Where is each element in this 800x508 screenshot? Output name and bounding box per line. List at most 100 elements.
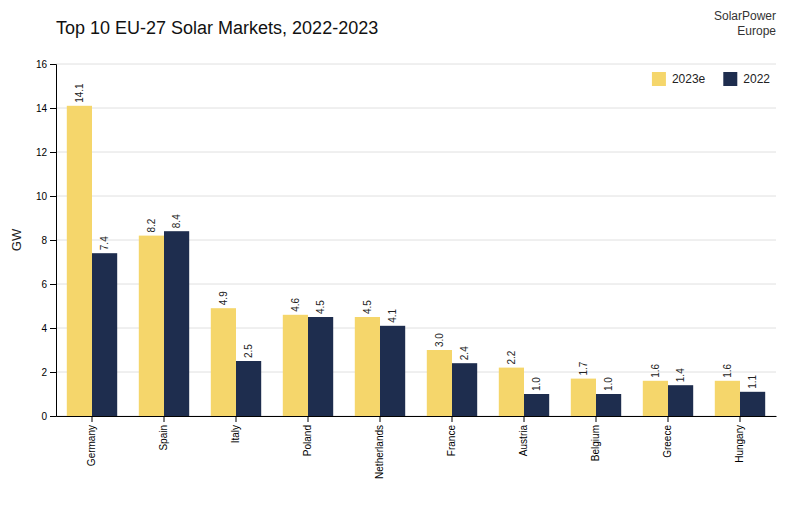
bar [355,317,380,416]
data-label: 1.0 [531,377,542,391]
tick: 0 [41,411,56,422]
bar [596,394,621,416]
legend-swatch [652,72,666,86]
bar [715,381,740,416]
grid-line [56,196,776,197]
tick-label: Netherlands [374,425,385,479]
tick-label: Germany [86,425,97,466]
legend-item: 2023e [652,72,706,86]
tick-mark [308,416,309,422]
data-label: 2.4 [459,346,470,360]
tick-mark [50,284,56,285]
bar [380,326,405,416]
tick-mark [50,196,56,197]
data-label: 8.4 [171,214,182,228]
bars [67,106,765,416]
grid-line [56,108,776,109]
tick: 2 [41,367,56,378]
tick-mark [50,240,56,241]
annotation: SolarPowerEurope [714,9,776,38]
tick-label: Poland [302,425,313,456]
tick-label: 12 [36,147,48,158]
tick: Spain [158,416,169,451]
x-axis: Germany Spain Italy Poland Netherlands France… [57,416,777,479]
tick-label: 8 [41,235,47,246]
tick: 8 [41,235,56,246]
data-label: 4.6 [290,297,301,311]
title: Top 10 EU-27 Solar Markets, 2022-2023 [56,18,378,38]
bar [67,106,92,416]
legend-item: 2022 [723,72,770,86]
tick: Greece [662,416,673,458]
data-label: 1.6 [650,363,661,377]
tick-mark [524,416,525,422]
bar [283,315,308,416]
tick-mark [380,416,381,422]
bar [164,231,189,416]
tick-label: 10 [36,191,48,202]
tick: Austria [518,416,529,456]
tick: Poland [302,416,313,456]
data-label: 2.2 [506,350,517,364]
data-label: 8.2 [146,218,157,232]
data-label: 4.9 [218,291,229,305]
data-label: 1.6 [722,363,733,377]
legend-swatch [723,72,737,86]
tick-label: Spain [158,425,169,451]
tick-label: France [446,425,457,457]
bar [524,394,549,416]
annotation-line: Europe [737,24,776,38]
tick-mark [50,152,56,153]
tick: Germany [86,416,97,466]
data-label: 4.5 [315,300,326,314]
data-label: 2.5 [243,344,254,358]
data-label: 4.1 [387,308,398,322]
annotation-line: SolarPower [714,9,776,23]
tick-label: Greece [662,425,673,458]
tick-label: Hungary [734,425,745,463]
tick: France [446,416,457,456]
tick-mark [164,416,165,422]
tick-mark [596,416,597,422]
series [67,106,740,416]
axis-domain [50,65,57,417]
bar [308,317,333,416]
tick-label: 14 [36,103,48,114]
tick: Hungary [734,416,745,463]
tick-mark [50,328,56,329]
tick: Netherlands [374,416,385,479]
tick-mark [50,64,56,65]
legend: 2023e 2022 [652,72,770,86]
tick: Italy [230,416,241,443]
data-labels: 14.1 8.2 4.9 4.6 4.5 3.0 2.2 1.7 1.6 1.6 7.4 8.4 2.5… [74,83,758,391]
tick-mark [740,416,741,422]
tick-label: Austria [518,425,529,457]
tick-mark [452,416,453,422]
legend-label: 2022 [743,72,770,86]
data-label: 3.0 [434,333,445,347]
tick: 12 [36,147,56,158]
data-label: 14.1 [74,83,85,103]
tick: 6 [41,279,56,290]
bar [211,308,236,416]
tick-mark [92,416,93,422]
data-label: 1.0 [603,377,614,391]
tick-mark [668,416,669,422]
bar [139,236,164,416]
legend-label: 2023e [672,72,706,86]
grid-line [56,64,776,65]
grid-line [56,152,776,153]
tick: 10 [36,191,56,202]
grid [56,64,776,416]
bar [92,253,117,416]
tick: 4 [41,323,56,334]
tick-label: 2 [41,367,47,378]
data-label: 7.4 [99,236,110,250]
data-label: 1.4 [675,368,686,382]
tick: 16 [36,59,56,70]
tick-label: 6 [41,279,47,290]
bar [643,381,668,416]
tick-label: 0 [41,411,47,422]
data-label: 1.7 [578,361,589,375]
bar [740,392,765,416]
